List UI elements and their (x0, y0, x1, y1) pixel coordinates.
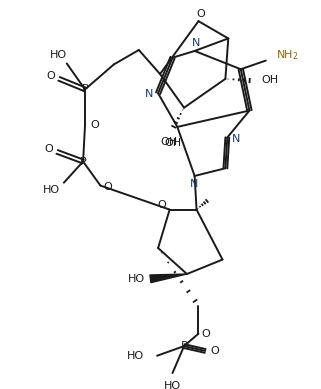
Text: N: N (189, 179, 198, 189)
Text: OH: OH (164, 138, 181, 148)
Text: NH$_2$: NH$_2$ (276, 48, 299, 62)
Text: O: O (90, 120, 99, 130)
Text: N: N (191, 38, 200, 48)
Text: P: P (181, 341, 187, 351)
Text: N: N (145, 89, 154, 99)
Text: HO: HO (164, 382, 181, 389)
Text: P: P (82, 84, 88, 95)
Text: OH: OH (160, 137, 177, 147)
Polygon shape (150, 274, 187, 283)
Text: HO: HO (43, 186, 60, 195)
Text: O: O (158, 200, 166, 210)
Text: O: O (104, 182, 112, 193)
Text: HO: HO (126, 351, 144, 361)
Text: P: P (80, 156, 86, 166)
Text: HO: HO (49, 50, 67, 60)
Text: O: O (202, 329, 211, 338)
Text: O: O (44, 144, 53, 154)
Text: O: O (46, 71, 55, 81)
Text: OH: OH (261, 75, 278, 85)
Text: N: N (232, 135, 240, 144)
Text: O: O (196, 9, 205, 19)
Text: O: O (211, 346, 219, 356)
Text: HO: HO (127, 274, 144, 284)
